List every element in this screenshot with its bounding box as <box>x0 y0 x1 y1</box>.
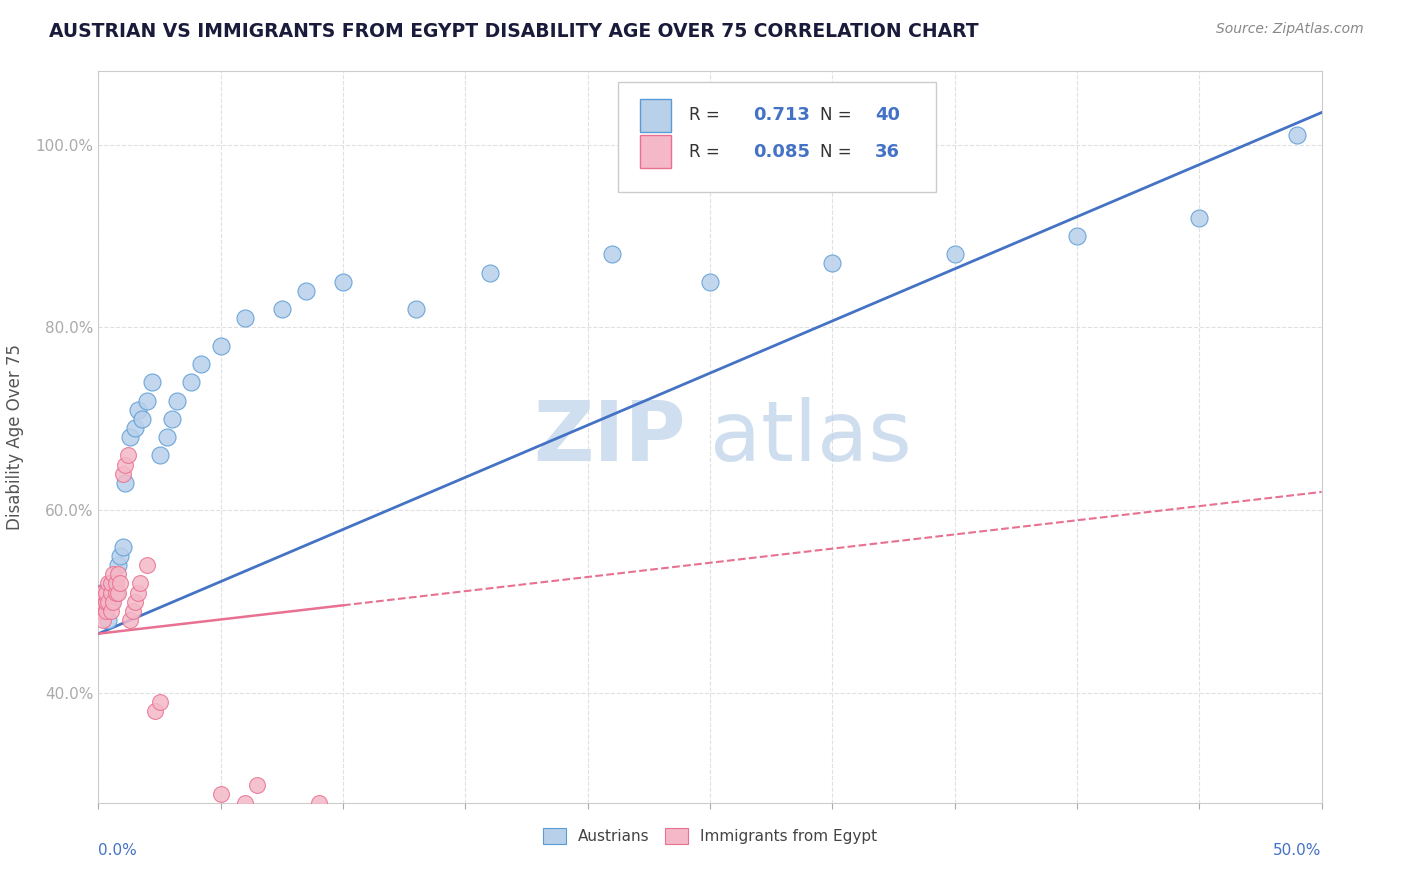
Point <box>90 594 112 608</box>
Text: R =: R = <box>689 106 725 124</box>
Text: AUSTRIAN VS IMMIGRANTS FROM EGYPT DISABILITY AGE OVER 75 CORRELATION CHART: AUSTRIAN VS IMMIGRANTS FROM EGYPT DISABI… <box>49 22 979 41</box>
Point <box>149 695 172 709</box>
Point <box>233 311 256 326</box>
Bar <box>640 99 671 132</box>
Point <box>120 613 142 627</box>
Point <box>107 558 129 573</box>
Point <box>100 594 122 608</box>
Point <box>156 430 179 444</box>
Point <box>100 604 122 618</box>
Point <box>94 594 117 608</box>
Point <box>478 266 501 280</box>
Point <box>90 604 112 618</box>
Point <box>107 585 129 599</box>
Point <box>124 421 146 435</box>
Point <box>121 604 143 618</box>
Point <box>94 594 117 608</box>
Point <box>90 594 112 608</box>
Point <box>97 594 120 608</box>
Point <box>94 604 117 618</box>
Point <box>104 585 127 599</box>
Bar <box>640 136 671 169</box>
Point <box>100 585 122 599</box>
Point <box>233 796 256 810</box>
Point <box>97 576 120 591</box>
Point <box>91 585 114 599</box>
Point <box>124 594 146 608</box>
Point <box>1188 211 1211 225</box>
Point <box>166 393 188 408</box>
Text: 50.0%: 50.0% <box>1274 843 1322 858</box>
FancyBboxPatch shape <box>619 82 936 192</box>
Legend: Austrians, Immigrants from Egypt: Austrians, Immigrants from Egypt <box>537 822 883 850</box>
Text: ZIP: ZIP <box>533 397 686 477</box>
Text: 36: 36 <box>875 143 900 161</box>
Point <box>104 585 127 599</box>
Point <box>209 787 232 801</box>
Point <box>308 796 330 810</box>
Point <box>90 585 112 599</box>
Point <box>120 430 142 444</box>
Point <box>111 540 134 554</box>
Text: 0.085: 0.085 <box>752 143 810 161</box>
Point <box>699 275 721 289</box>
Point <box>295 284 318 298</box>
Point <box>180 376 202 390</box>
Point <box>90 585 112 599</box>
Y-axis label: Disability Age Over 75: Disability Age Over 75 <box>7 344 24 530</box>
Point <box>94 585 117 599</box>
Point <box>127 585 149 599</box>
Point <box>111 467 134 481</box>
Point <box>101 576 124 591</box>
Point <box>91 613 114 627</box>
Point <box>91 585 114 599</box>
Point <box>943 247 966 261</box>
Point <box>117 448 139 462</box>
Point <box>209 338 232 352</box>
Text: 0.0%: 0.0% <box>98 843 138 858</box>
Point <box>131 412 153 426</box>
Point <box>141 376 163 390</box>
Text: Source: ZipAtlas.com: Source: ZipAtlas.com <box>1216 22 1364 37</box>
Point <box>129 576 152 591</box>
Text: N =: N = <box>820 143 858 161</box>
Point <box>110 549 132 563</box>
Point <box>100 585 122 599</box>
Point <box>190 357 212 371</box>
Point <box>107 567 129 582</box>
Text: N =: N = <box>820 106 858 124</box>
Point <box>405 301 427 317</box>
Point <box>600 247 623 261</box>
Point <box>136 393 159 408</box>
Point <box>101 567 124 582</box>
Point <box>246 778 269 792</box>
Point <box>114 458 136 472</box>
Point <box>110 576 132 591</box>
Point <box>114 475 136 490</box>
Point <box>332 275 354 289</box>
Point <box>1286 128 1309 143</box>
Point <box>821 256 844 270</box>
Point <box>127 402 149 417</box>
Text: 0.713: 0.713 <box>752 106 810 124</box>
Point <box>136 558 159 573</box>
Point <box>1066 228 1088 243</box>
Point <box>160 412 183 426</box>
Point <box>97 613 120 627</box>
Point <box>91 594 114 608</box>
Point <box>149 448 172 462</box>
Point <box>101 594 124 608</box>
Point <box>104 576 127 591</box>
Text: 40: 40 <box>875 106 900 124</box>
Text: R =: R = <box>689 143 725 161</box>
Point <box>91 604 114 618</box>
Point <box>270 301 294 317</box>
Point <box>143 705 166 719</box>
Point <box>100 576 122 591</box>
Text: atlas: atlas <box>710 397 911 477</box>
